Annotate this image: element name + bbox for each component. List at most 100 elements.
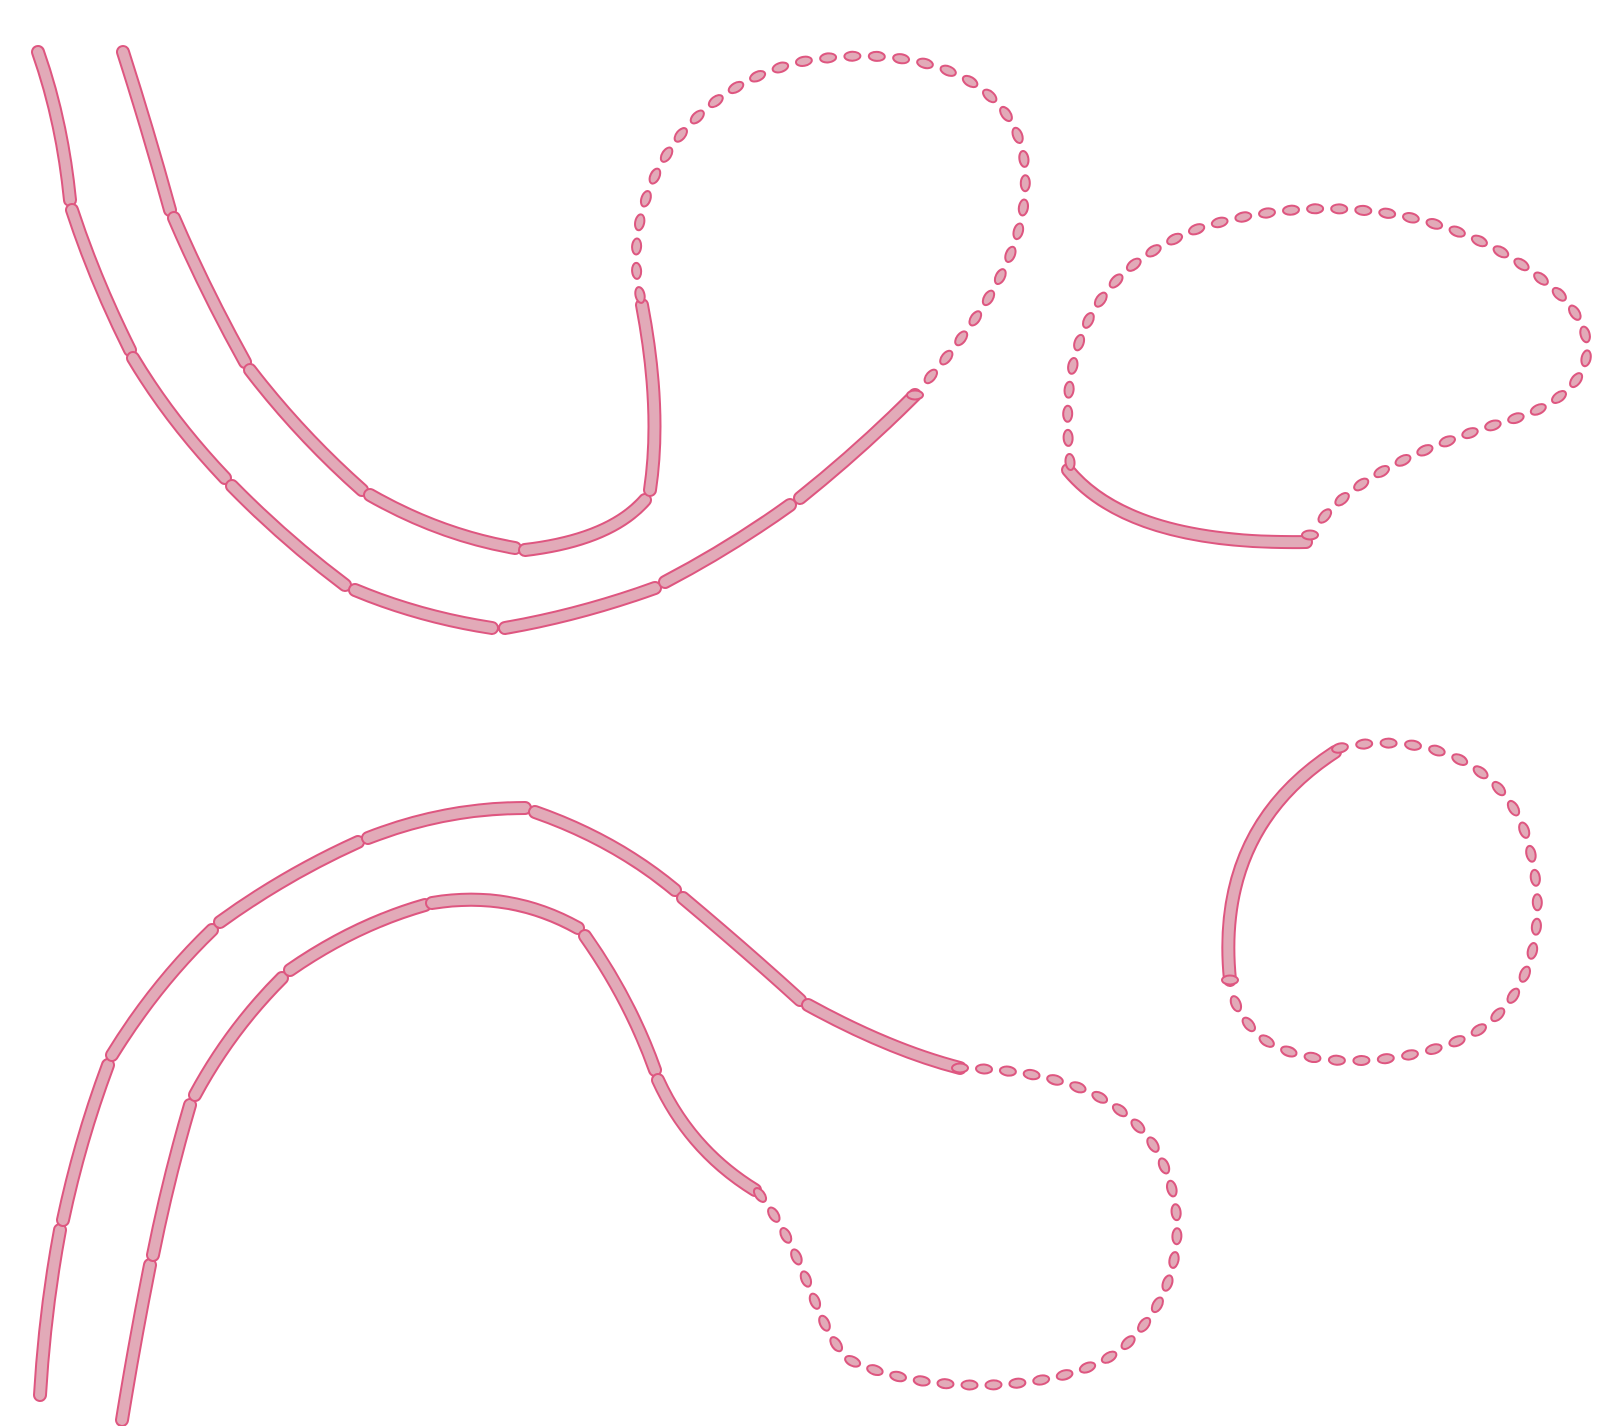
loop-dot xyxy=(1073,333,1086,352)
loop-dot xyxy=(794,55,813,67)
loop-dot xyxy=(1012,222,1025,241)
loop-dot xyxy=(843,50,862,62)
segment-fill xyxy=(128,353,230,483)
segment-fill xyxy=(678,893,805,1005)
loop-dot xyxy=(1221,974,1239,986)
loop-dot xyxy=(1579,325,1591,344)
segment-fill xyxy=(227,481,350,590)
loop-dot xyxy=(1529,403,1547,416)
segment-fill xyxy=(169,213,250,367)
dotted-loop xyxy=(1230,743,1537,1061)
loop-dot xyxy=(1241,1016,1256,1033)
loop-dot xyxy=(808,1292,822,1310)
segment-fill xyxy=(520,495,650,555)
loop-dot xyxy=(1518,965,1531,983)
loop-dot xyxy=(1484,419,1502,432)
loop-dot xyxy=(1355,738,1374,750)
loop-dot xyxy=(1168,1251,1180,1269)
loop-dot xyxy=(954,330,969,347)
loop-dot xyxy=(993,268,1007,286)
loop-dot xyxy=(673,127,688,143)
loop-dot xyxy=(1069,1081,1087,1094)
loop-dot xyxy=(1046,1074,1064,1086)
loop-dot xyxy=(1317,508,1333,524)
segment-fill xyxy=(117,1260,155,1425)
loop-dot xyxy=(1425,218,1444,230)
loop-dot xyxy=(1062,428,1074,447)
loop-dot xyxy=(866,1364,884,1377)
segment-fill xyxy=(67,205,135,355)
loop-dot xyxy=(819,52,838,64)
loop-dot xyxy=(1506,799,1521,817)
loop-dot xyxy=(1062,404,1074,423)
loop-dot xyxy=(1394,454,1412,467)
loop-dot xyxy=(1306,203,1325,215)
loop-dot xyxy=(1401,1049,1419,1061)
loop-dot xyxy=(923,368,938,385)
loop-dot xyxy=(1448,225,1466,238)
loop-dot xyxy=(818,1314,831,1332)
segment-fill xyxy=(637,300,660,495)
loop-dot xyxy=(1530,917,1542,936)
loop-dot xyxy=(659,146,674,163)
segment-fill xyxy=(190,973,287,1100)
loop-dot xyxy=(1093,291,1108,308)
loop-dot xyxy=(867,50,886,62)
loop-dot xyxy=(1373,465,1390,479)
loop-dot xyxy=(767,1206,781,1223)
loop-dot xyxy=(1120,1335,1136,1351)
loop-dot xyxy=(1130,1118,1146,1134)
loop-dot xyxy=(634,213,646,232)
segment-fill xyxy=(530,807,680,895)
loop-dot xyxy=(1108,273,1124,289)
loop-dot xyxy=(1166,232,1184,246)
loop-dot xyxy=(1157,1157,1171,1175)
loop-dot xyxy=(631,261,643,280)
loop-dot xyxy=(1334,491,1350,507)
loop-dot xyxy=(1353,477,1370,492)
segment-fill xyxy=(427,894,583,933)
loop-dot xyxy=(631,237,643,256)
loop-dot xyxy=(727,80,745,95)
loop-dot xyxy=(1022,1068,1041,1081)
loop-dot xyxy=(1327,1054,1346,1066)
segment-fill xyxy=(795,390,920,503)
segment-fill xyxy=(660,500,795,587)
segment-fill xyxy=(33,47,75,205)
outer-segmented-strand xyxy=(31,45,922,635)
loop-dot xyxy=(648,167,662,185)
loop-dot xyxy=(1448,1035,1466,1048)
loop-dot xyxy=(1428,744,1446,757)
segment-fill xyxy=(285,900,430,975)
loop-dot xyxy=(1301,529,1319,541)
upper-right-open-loop xyxy=(1061,203,1592,550)
segment-fill xyxy=(1063,465,1311,548)
loop-dot xyxy=(1352,1054,1371,1067)
loop-dot xyxy=(707,94,724,109)
segment-fill xyxy=(245,365,367,495)
inner-segmented-strand xyxy=(116,45,662,557)
loop-dot xyxy=(1526,942,1539,960)
upper-left-looped-strand xyxy=(31,45,1031,635)
loop-dot xyxy=(936,1378,955,1390)
loop-dot xyxy=(1529,868,1541,887)
loop-dot xyxy=(1580,349,1592,368)
dotted-loop xyxy=(1068,209,1587,535)
loop-dot xyxy=(1425,1043,1443,1055)
loop-dot xyxy=(1008,1377,1027,1389)
loop-dot xyxy=(1491,780,1507,797)
loop-dot xyxy=(1082,311,1095,329)
outer-segmented-strand xyxy=(33,801,967,1402)
loop-dot xyxy=(939,64,957,77)
loop-dot xyxy=(1492,245,1510,259)
inner-segmented-strand xyxy=(115,892,762,1426)
segment-fill xyxy=(35,1225,65,1400)
segment-fill xyxy=(215,837,363,927)
loop-dot xyxy=(1379,737,1398,749)
segment-fill xyxy=(58,1060,113,1225)
loop-dot xyxy=(1187,223,1206,236)
loop-dot xyxy=(1470,1023,1487,1037)
loop-dot xyxy=(790,1248,803,1266)
loop-dot xyxy=(1461,427,1479,440)
